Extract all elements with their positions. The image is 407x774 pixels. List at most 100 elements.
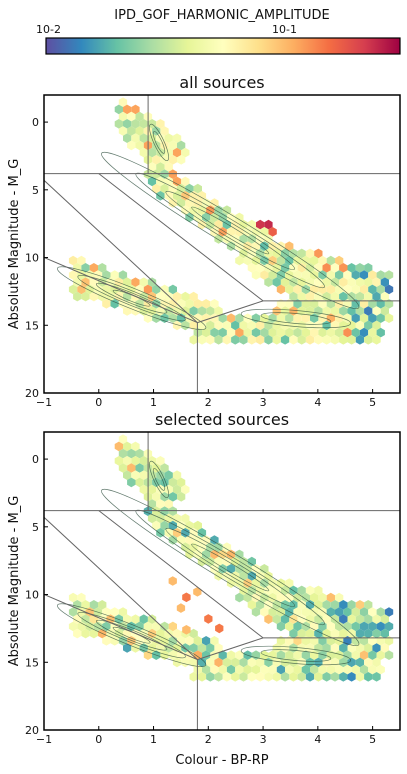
hexbin-cell [256,585,265,596]
hexbin-cell [222,320,232,331]
hexbin-cell [314,614,323,624]
hexbin-cell [247,556,256,567]
panel-title: selected sources [155,410,289,429]
hexbin-cell [123,441,132,452]
hexbin-cell [202,549,211,560]
hexbin-cell [297,585,306,596]
hexbin-cell [139,119,148,129]
hexbin-cell [335,664,344,675]
hexbin-cell [123,643,132,653]
x-tick-label: 3 [260,396,267,409]
hexbin-cell [376,607,385,617]
hexbin-cell [326,607,335,617]
hexbin-cell [376,650,385,660]
hexbin-cell [280,263,290,273]
hexbin-cell [368,607,377,617]
hexbin-cell [272,335,281,345]
hexbin-cell [251,313,261,323]
y-tick-label: 0 [32,116,39,129]
hexbin-cell [351,313,360,323]
hexbin-cell [318,327,327,338]
hexbin-cell [210,327,219,338]
hexbin-cell [156,456,165,466]
hexbin-cell [347,320,356,331]
hexbin-cell [368,650,377,660]
y-tick-label: 5 [32,184,39,197]
hexbin-cell [364,335,373,345]
hexbin-cell [189,191,198,201]
hexbin-cell [260,327,269,338]
density-contour [149,123,169,162]
contour-layer [57,123,360,330]
hexbin-cell [172,484,182,495]
hexbin-cell [330,643,340,653]
hexbin-cell [222,657,232,668]
hexbin-cell [322,614,331,624]
hexbin-cell [285,664,294,675]
hexbin-cell [339,657,348,668]
hexbin-cell [235,313,244,323]
hexbin-cell [135,463,144,473]
hexbin-cell [322,600,331,610]
hexbin-cell [272,263,281,273]
hexbin-cell [351,650,360,660]
y-tick-label: 15 [25,656,39,669]
hexbin-cell [318,650,327,660]
hexbin-cell [202,212,211,223]
hexbin-cell [239,657,248,668]
hexbin-cell [185,520,194,531]
hexbin-cell [364,291,373,302]
hexbin-cell [206,542,215,552]
hexbin-cell [372,335,381,345]
hexbin-cell [193,183,202,194]
hexbin-cell [131,277,140,287]
hexbin-cell [314,248,323,259]
hexbin-cell [193,587,202,597]
hexbin-cell [355,320,365,331]
hexbin-layer [68,434,394,682]
hexbin-cell [168,506,177,516]
hexbin-cell [318,592,327,603]
hexbin-cell [326,270,335,280]
hexbin-cell [210,299,219,309]
hexbin-cell [81,277,90,287]
hexbin-cell [139,133,148,143]
hexbin-cell [293,284,302,295]
hexbin-cell [197,191,207,201]
hexbin-cell [310,255,319,266]
hexbin-cell [289,263,298,273]
hexbin-cell [168,477,177,488]
hexbin-cell [89,600,98,610]
hexbin-cell [335,327,344,338]
hexbin-cell [164,133,173,143]
hexbin-cell [189,672,198,682]
hexbin-cell [272,320,281,331]
hexbin-cell [364,672,373,682]
hexbin-cell [181,657,190,668]
density-contour [149,460,169,499]
hexbin-cell [89,291,98,302]
hexbin-cell [131,643,140,653]
hexbin-cell [276,270,286,280]
hexbin-cell [326,284,335,295]
y-tick-label: 15 [25,319,39,332]
hexbin-cell [280,672,290,682]
hexbin-cell [276,592,286,603]
hexbin-cell [218,650,227,660]
hexbin-cell [226,327,236,338]
hexbin-cell [226,212,236,223]
hexbin-cell [160,520,169,531]
hexbin-cell [206,219,215,230]
hexbin-cell [156,484,165,495]
hexbin-cell [110,607,119,617]
hexbin-cell [314,291,323,302]
hexbin-cell [359,664,369,675]
hexbin-cell [305,335,315,345]
hexbin-cell [231,556,240,567]
hexbin-cell [110,270,119,280]
hexbin-cell [347,335,356,345]
hexbin-cell [343,313,352,323]
x-tick-label: 3 [260,733,267,746]
hexbin-cell [147,628,157,639]
colorbar-tick-mid: 10-1 [272,23,297,36]
